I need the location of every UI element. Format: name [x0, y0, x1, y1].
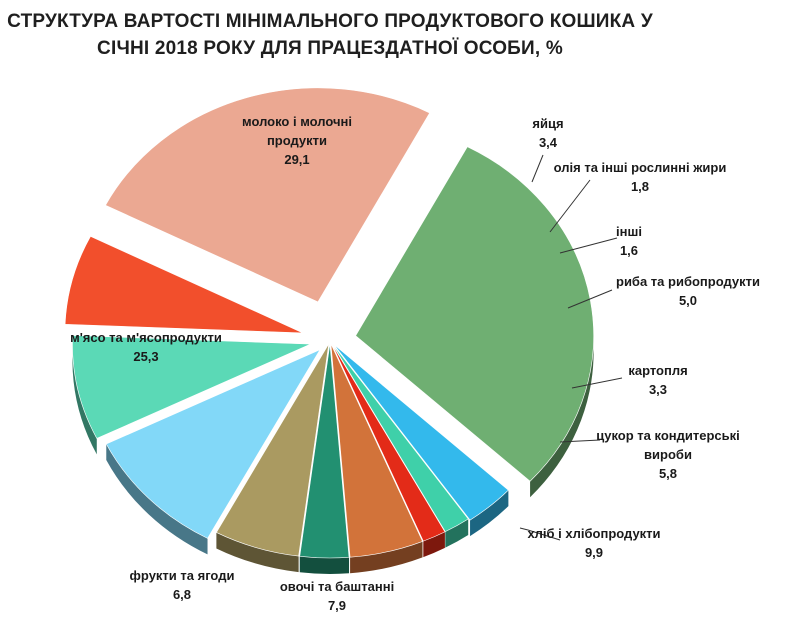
data-label-category: продукти	[267, 133, 327, 148]
data-label-value: 9,9	[585, 545, 603, 560]
leader-line	[559, 439, 601, 443]
pie-slice	[331, 343, 446, 542]
pie-slice	[355, 146, 594, 482]
leader-line	[567, 289, 613, 309]
data-label-category: картопля	[628, 363, 687, 378]
data-label-value: 29,1	[284, 152, 309, 167]
leader-lines	[519, 154, 623, 541]
data-label-category: риба та рибопродукти	[616, 274, 760, 289]
pie-slice	[331, 343, 469, 533]
leader-line	[519, 527, 561, 541]
pie-slice-side	[299, 556, 350, 574]
pie-slice-side	[423, 531, 445, 558]
data-label: яйця 3,4	[532, 116, 563, 150]
data-label: хліб і хлібопродукти 9,9	[527, 526, 660, 560]
data-label-category: фрукти та ягоди	[130, 568, 235, 583]
pie-slice	[330, 343, 423, 558]
leader-line	[531, 154, 544, 183]
data-label-value: 1,8	[631, 179, 649, 194]
data-label-value: 25,3	[133, 349, 158, 364]
data-label-value: 7,9	[328, 598, 346, 613]
chart-title: СТРУКТУРА ВАРТОСТІ МІНІМАЛЬНОГО ПРОДУКТО…	[0, 8, 660, 62]
data-label-value: 3,4	[539, 135, 558, 150]
leader-line	[559, 237, 618, 254]
pie-slice-side	[470, 490, 509, 537]
pie-slice-side	[530, 335, 594, 498]
data-label-category: молоко і молочні	[242, 114, 352, 129]
data-label-value: 3,3	[649, 382, 667, 397]
data-label-value: 5,8	[659, 466, 677, 481]
data-label-category: інші	[616, 224, 642, 239]
data-label-category: вироби	[644, 447, 692, 462]
pie-slice	[333, 344, 509, 521]
data-labels: молоко і молочні продукти 29,1 яйця 3,4 олія …	[70, 114, 760, 613]
pie-slice	[299, 343, 350, 559]
pie-slice	[72, 335, 311, 439]
data-label: молоко і молочні продукти 29,1	[242, 114, 352, 167]
data-label: цукор та кондитерські вироби 5,8	[596, 428, 740, 481]
data-label-value: 6,8	[173, 587, 191, 602]
data-label-category: овочі та баштанні	[280, 579, 394, 594]
leader-line	[549, 179, 591, 233]
pie-top-layer	[64, 87, 594, 559]
data-label-category: олія та інші рослинні жири	[554, 160, 727, 175]
pie-slice	[64, 235, 304, 334]
data-label-category: м'ясо та м'ясопродукти	[70, 330, 222, 345]
data-label-category: хліб і хлібопродукти	[527, 526, 660, 541]
data-label: риба та рибопродукти 5,0	[616, 274, 760, 308]
leader-line	[571, 377, 623, 389]
data-label: фрукти та ягоди 6,8	[130, 568, 235, 602]
data-label: картопля 3,3	[628, 363, 687, 397]
pie-slice	[215, 343, 330, 557]
chart-title-line-2: СІЧНІ 2018 РОКУ ДЛЯ ПРАЦЕЗДАТНОЇ ОСОБИ, …	[97, 38, 563, 59]
data-label-value: 5,0	[679, 293, 697, 308]
pie-slice	[105, 349, 321, 539]
data-label: овочі та баштанні 7,9	[280, 579, 394, 613]
pie-slice-side	[216, 532, 299, 573]
pie-slice-side	[445, 518, 469, 548]
data-label: олія та інші рослинні жири 1,8	[554, 160, 727, 194]
data-label: м'ясо та м'ясопродукти 25,3	[70, 330, 222, 364]
pie-slice	[105, 87, 431, 303]
data-label-category: цукор та кондитерські	[596, 428, 740, 443]
pie-slice-side	[106, 444, 208, 555]
chart-title-line-1: СТРУКТУРА ВАРТОСТІ МІНІМАЛЬНОГО ПРОДУКТО…	[7, 11, 653, 32]
data-label-value: 1,6	[620, 243, 638, 258]
pie-slice-side	[350, 541, 423, 574]
data-label-category: яйця	[532, 116, 563, 131]
data-label: інші 1,6	[616, 224, 642, 258]
